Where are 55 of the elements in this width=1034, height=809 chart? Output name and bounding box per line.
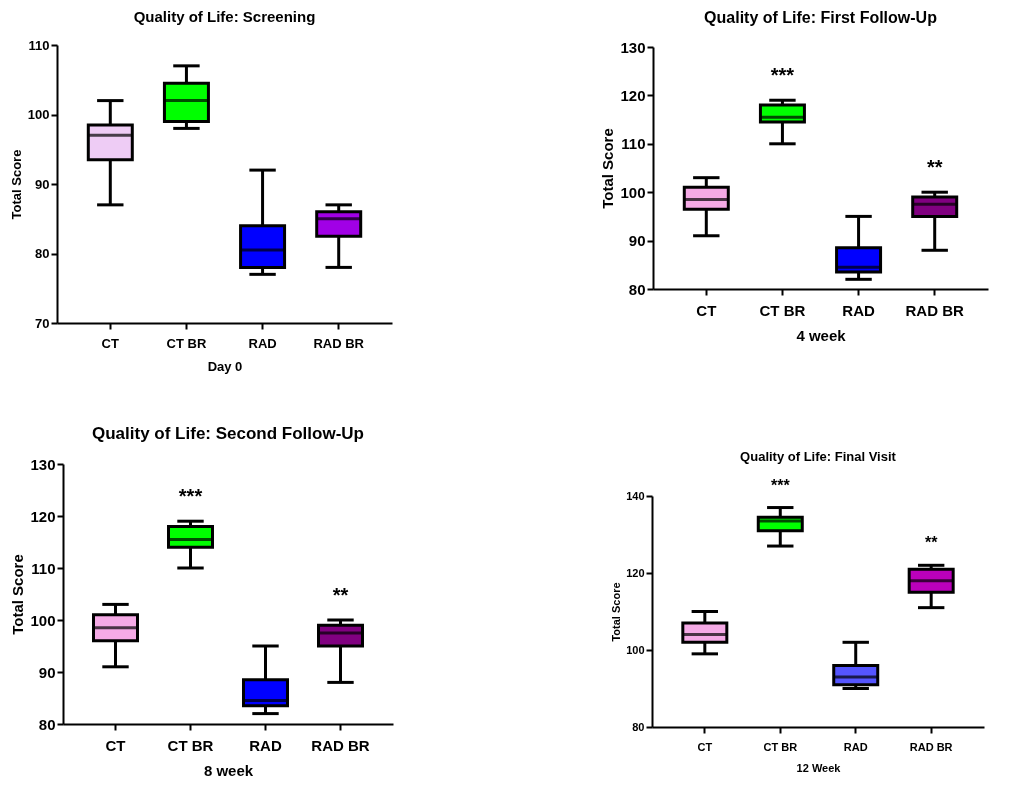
y-tick-label: 110 [621, 135, 646, 153]
annotation: ** [924, 534, 939, 552]
x-tick-label: RAD BR [905, 301, 965, 319]
x-tick-label: CT BR [759, 301, 806, 319]
y-tick-label: 130 [620, 38, 646, 56]
y-tick-label: 110 [28, 37, 50, 53]
y-axis-title: Total Score [610, 582, 623, 642]
y-tick-label: 120 [626, 566, 645, 579]
x-axis-title: Day 0 [207, 358, 243, 374]
x-tick-label: CT BR [166, 335, 207, 351]
annotation: ** [926, 156, 943, 179]
x-tick-label: CT [101, 335, 120, 351]
y-tick-label: 80 [38, 715, 56, 733]
y-tick-label: 100 [626, 643, 645, 656]
y-axis-title: Total Score [8, 149, 24, 220]
y-tick-label: 100 [620, 183, 646, 201]
y-tick-label: 80 [35, 246, 50, 261]
x-tick-label: RAD BR [313, 335, 365, 351]
y-tick-label: 100 [30, 611, 56, 629]
annotation: ** [332, 584, 349, 606]
y-axis-title: Total Score [599, 128, 617, 209]
y-tick-label: 90 [35, 176, 50, 192]
chart-title: Quality of Life: First Follow-Up [704, 9, 938, 26]
x-tick-label: CT BR [763, 740, 798, 753]
chart-title: Quality of Life: Screening [133, 8, 316, 25]
x-tick-label: RAD [248, 335, 277, 351]
x-tick-label: RAD [249, 736, 282, 754]
text: *** [770, 476, 791, 494]
x-axis-title: 12 Week [796, 761, 842, 774]
x-tick-label: RAD BR [909, 740, 953, 753]
y-tick-label: 70 [35, 315, 50, 331]
y-tick-label: 140 [626, 489, 645, 502]
y-tick-label: 120 [620, 86, 646, 104]
y-tick-label: 100 [27, 107, 50, 122]
annotation: *** [770, 64, 795, 87]
y-tick-label: 80 [628, 280, 646, 298]
x-tick-label: CT [105, 736, 126, 754]
x-tick-label: RAD [842, 301, 875, 319]
chart-title: Quality of Life: Final Visit [740, 448, 897, 464]
y-tick-label: 80 [632, 720, 645, 733]
x-axis-title: 8 week [203, 761, 254, 779]
y-axis-title: Total Score [9, 554, 27, 635]
y-tick-label: 90 [38, 663, 56, 681]
x-tick-label: RAD BR [311, 736, 370, 754]
chart-title: Quality of Life: Second Follow-Up [92, 424, 364, 443]
annotation: *** [178, 485, 203, 508]
y-tick-label: 130 [30, 455, 56, 473]
y-tick-label: 90 [628, 232, 646, 250]
x-tick-label: RAD [843, 740, 868, 753]
x-axis-title: 4 week [796, 326, 847, 344]
x-tick-label: CT [697, 740, 713, 753]
y-tick-label: 120 [30, 507, 56, 525]
y-tick-label: 110 [31, 559, 56, 577]
x-tick-label: CT BR [167, 736, 214, 754]
x-tick-label: CT [696, 301, 717, 319]
